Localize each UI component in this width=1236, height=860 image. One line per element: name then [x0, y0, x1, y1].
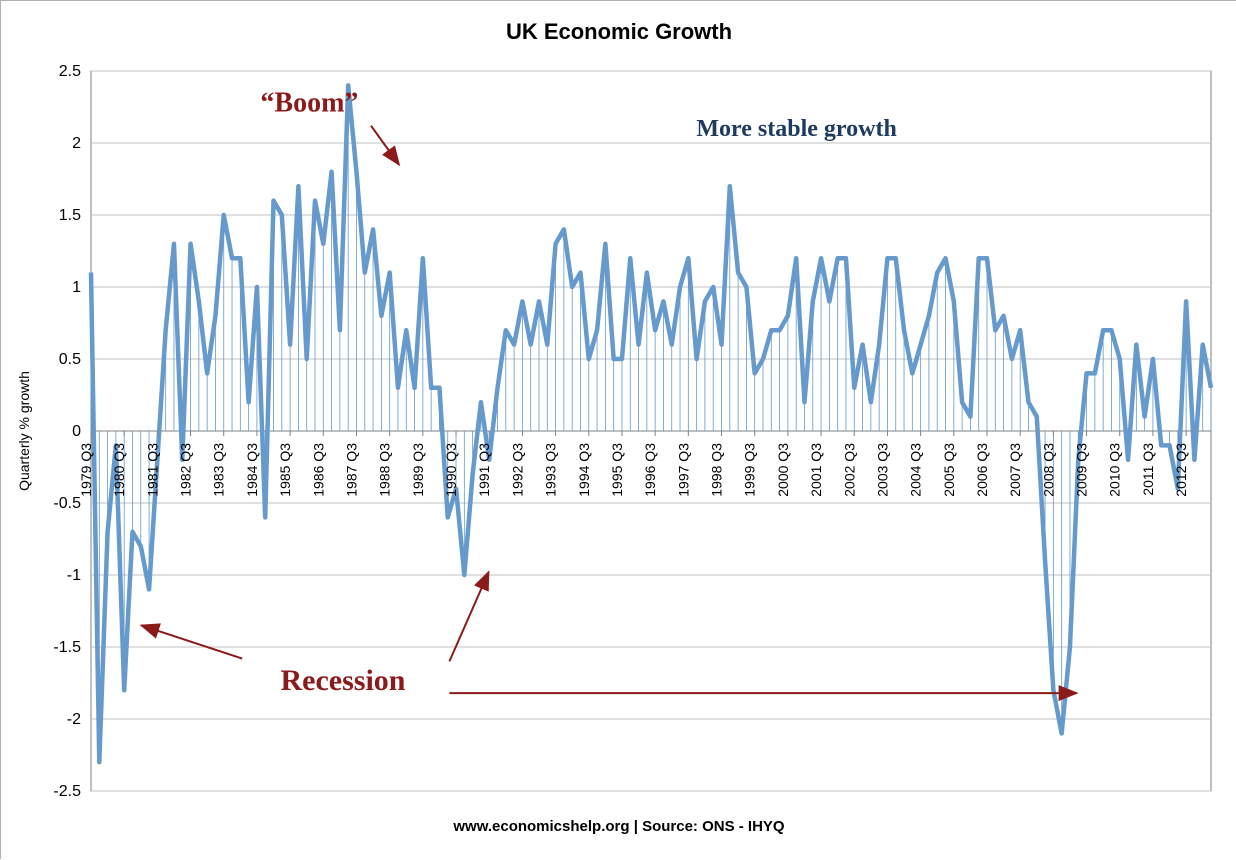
x-tick-label: 2000 Q3 [775, 443, 791, 497]
annotation-boom: “Boom” [260, 87, 358, 118]
x-tick-label: 2003 Q3 [874, 443, 890, 497]
x-tick-label: 1986 Q3 [310, 443, 326, 497]
x-tick-label: 1993 Q3 [543, 443, 559, 497]
x-tick-label: 1985 Q3 [277, 443, 293, 497]
y-tick-label: 1 [72, 279, 81, 296]
x-tick-label: 1988 Q3 [377, 443, 393, 497]
x-tick-label: 1982 Q3 [178, 443, 194, 497]
y-tick-label: 0.5 [59, 351, 81, 368]
y-axis-label: Quarterly % growth [16, 371, 32, 491]
x-tick-label: 1996 Q3 [642, 443, 658, 497]
y-tick-label: 0 [72, 423, 81, 440]
x-tick-label: 1984 Q3 [244, 443, 260, 497]
x-tick-label: 1989 Q3 [410, 443, 426, 497]
x-tick-label: 1995 Q3 [609, 443, 625, 497]
y-tick-label: -2 [67, 711, 81, 728]
x-tick-label: 1979 Q3 [78, 443, 94, 497]
y-tick-label: -1.5 [53, 639, 81, 656]
x-tick-label: 1981 Q3 [144, 443, 160, 497]
x-tick-label: 2008 Q3 [1040, 443, 1056, 497]
x-tick-label: 2005 Q3 [941, 443, 957, 497]
annotation-stable: More stable growth [696, 116, 896, 142]
x-tick-label: 2012 Q3 [1173, 443, 1189, 497]
x-tick-label: 1990 Q3 [443, 443, 459, 497]
x-tick-label: 1998 Q3 [709, 443, 725, 497]
x-tick-label: 2006 Q3 [974, 443, 990, 497]
x-tick-label: 2004 Q3 [908, 443, 924, 497]
x-tick-label: 2011 Q3 [1140, 443, 1156, 496]
x-tick-label: 1992 Q3 [509, 443, 525, 497]
x-tick-label: 1994 Q3 [576, 443, 592, 497]
x-tick-label: 2002 Q3 [841, 443, 857, 497]
x-tick-label: 1999 Q3 [742, 443, 758, 497]
chart-svg: -2.5 -2 -1.5 -1 -0.5 0 0.5 1 1.5 2 2.5 1979 Q3 1980 … [1, 1, 1236, 860]
x-tick-label: 1997 Q3 [675, 443, 691, 497]
y-tick-label: -0.5 [53, 495, 81, 512]
chart-title: UK Economic Growth [506, 19, 732, 44]
y-tick-label: 2.5 [59, 63, 81, 80]
chart-container: -2.5 -2 -1.5 -1 -0.5 0 0.5 1 1.5 2 2.5 1979 Q3 1980 … [0, 0, 1236, 859]
x-tick-label: 2010 Q3 [1107, 443, 1123, 497]
x-tick-label: 2007 Q3 [1007, 443, 1023, 497]
y-tick-label: 2 [72, 135, 81, 152]
x-tick-label: 2009 Q3 [1074, 443, 1090, 497]
source-label: www.economicshelp.org | Source: ONS - IH… [452, 818, 785, 835]
x-tick-label: 1983 Q3 [211, 443, 227, 497]
y-tick-label: 1.5 [59, 207, 81, 224]
x-tick-label: 1987 Q3 [343, 443, 359, 497]
x-tick-label: 2001 Q3 [808, 443, 824, 497]
y-tick-label: -1 [67, 567, 81, 584]
x-tick-label: 1980 Q3 [111, 443, 127, 497]
x-tick-label: 1991 Q3 [476, 443, 492, 497]
annotation-recession: Recession [281, 664, 406, 697]
y-tick-label: -2.5 [53, 783, 81, 800]
